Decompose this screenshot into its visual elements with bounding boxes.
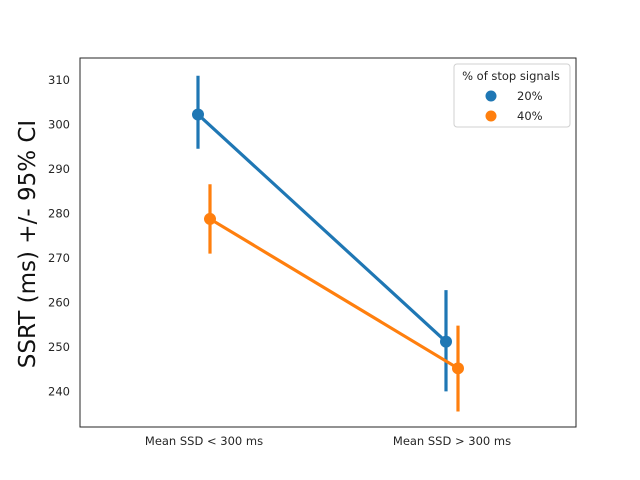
y-tick-label: 250 (48, 340, 70, 354)
legend-title: % of stop signals (462, 69, 560, 83)
series-layer (192, 75, 464, 412)
legend-marker (485, 110, 497, 122)
series-group (204, 184, 464, 412)
data-point (204, 212, 216, 225)
x-tick-label: Mean SSD < 300 ms (145, 434, 263, 448)
y-tick-label: 300 (48, 118, 70, 132)
data-point (192, 108, 204, 121)
legend-marker (485, 90, 497, 102)
legend-box (453, 63, 571, 128)
y-tick-label: 280 (48, 207, 70, 221)
y-tick-label: 270 (48, 251, 70, 265)
legend: % of stop signals 20% 40% (453, 63, 571, 128)
y-axis-ticks: 240 250 260 270 280 290 300 310 (48, 73, 70, 398)
y-tick-label: 290 (48, 162, 70, 176)
y-tick-label: 310 (48, 73, 70, 87)
legend-label: 40% (517, 109, 543, 123)
data-point (452, 362, 464, 375)
series-line (196, 112, 448, 344)
series-group (192, 75, 452, 392)
x-tick-label: Mean SSD > 300 ms (393, 434, 511, 448)
y-axis-label: SSRT (ms) +/- 95% CI (15, 120, 41, 368)
legend-label: 20% (517, 89, 543, 103)
plot-frame (79, 57, 577, 428)
data-point (440, 335, 452, 348)
series-line (208, 217, 460, 370)
x-axis-ticks: Mean SSD < 300 ms Mean SSD > 300 ms (145, 434, 511, 448)
y-tick-label: 240 (48, 384, 70, 398)
y-tick-label: 260 (48, 296, 70, 310)
